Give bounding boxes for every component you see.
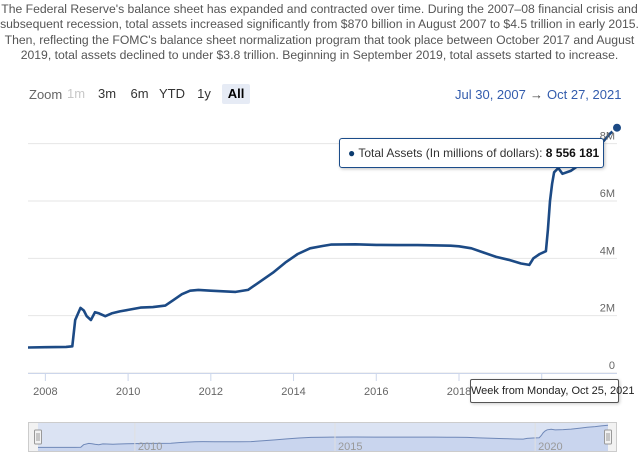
x-tick-label: 2010 (116, 386, 140, 398)
x-axis-tooltip: Week from Monday, Oct 25, 2021 (470, 379, 634, 403)
x-tick-label: 2012 (199, 386, 223, 398)
range-selector: Zoom 1m 3m 6m YTD 1y All Jul 30, 2007 → … (0, 84, 639, 106)
range-arrow: → (530, 87, 543, 102)
range-button-1m[interactable]: 1m (66, 86, 86, 101)
range-to-date[interactable]: Oct 27, 2021 (547, 87, 622, 102)
zoom-label: Zoom (29, 87, 63, 102)
tooltip-series-dot: ● (348, 146, 356, 160)
range-button-1y[interactable]: 1y (197, 86, 211, 101)
x-tick-label: 2008 (33, 386, 57, 398)
range-button-3m[interactable]: 3m (97, 86, 117, 101)
x-tick-label: 2018 (447, 386, 471, 398)
navigator[interactable]: 2010 2015 2020 (28, 422, 617, 453)
range-button-ytd[interactable]: YTD (159, 86, 185, 101)
navigator-right-handle[interactable] (604, 429, 612, 445)
range-button-6m[interactable]: 6m (130, 86, 149, 101)
navigator-series-line (38, 424, 609, 448)
navigator-tick-label: 2015 (338, 441, 362, 453)
series-line (27, 126, 618, 349)
navigator-outline (28, 422, 617, 452)
navigator-tick-label: 2020 (538, 441, 562, 453)
navigator-series-area (38, 425, 608, 452)
grid-layer (28, 143, 617, 374)
navigator-left-handle[interactable] (34, 429, 42, 445)
y-tick-label: 2M (600, 303, 615, 315)
y-tick-label: 0 (609, 360, 615, 372)
y-tick-label: 4M (600, 245, 615, 257)
series-tooltip: ● Total Assets (In millions of dollars):… (339, 138, 604, 168)
y-tick-label: 6M (600, 188, 615, 200)
x-tick-label: 2016 (364, 386, 388, 398)
range-from-date[interactable]: Jul 30, 2007 (455, 87, 526, 102)
hover-point-marker (611, 121, 623, 134)
tooltip-series-label: Total Assets (In millions of dollars): (358, 146, 546, 160)
x-tick-label: 2014 (281, 386, 305, 398)
intro-text: The Federal Reserve's balance sheet has … (0, 2, 639, 63)
navigator-tick-label: 2010 (138, 441, 162, 453)
range-button-all[interactable]: All (222, 84, 250, 104)
tooltip-value: 8 556 181 (545, 146, 600, 160)
